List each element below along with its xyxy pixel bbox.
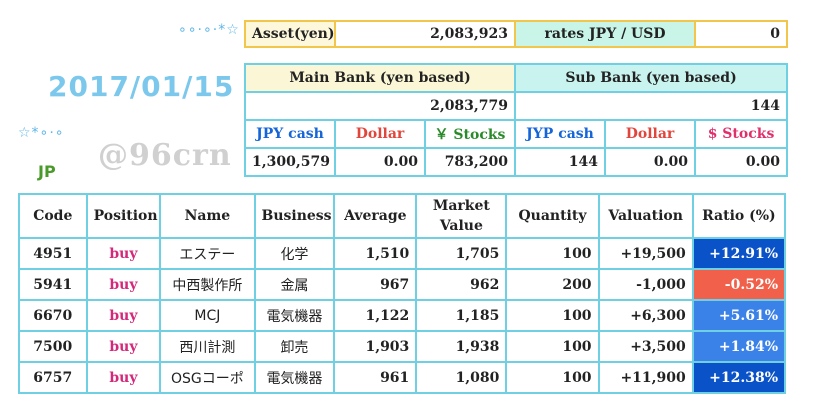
table-row: 5941 buy 中西製作所 金属 967 962 200 -1,000 -0.52% — [18, 268, 787, 301]
position-quantity: 100 — [505, 299, 600, 332]
position-side: buy — [85, 237, 162, 270]
position-business: 卸売 — [253, 330, 336, 363]
main-stocks-header: ￥ Stocks — [423, 119, 517, 149]
positions-table: Code Position Name Business Average Mark… — [18, 193, 787, 394]
header-average: Average — [333, 193, 418, 239]
position-market-value: 1,185 — [415, 299, 508, 332]
asset-value: 2,083,923 — [334, 20, 516, 48]
main-stocks-value: 783,200 — [423, 147, 517, 177]
position-average: 967 — [333, 268, 418, 301]
position-valuation: -1,000 — [597, 268, 694, 301]
position-code: 4951 — [18, 237, 88, 270]
position-valuation: +19,500 — [597, 237, 694, 270]
position-name: MCJ — [159, 299, 256, 332]
main-bank-total: 2,083,779 — [243, 91, 517, 121]
market-tag: JP — [38, 162, 56, 181]
position-quantity: 100 — [505, 330, 600, 363]
main-jpy-cash-header: JPY cash — [244, 119, 336, 149]
sparkle-decoration-top: ∘∘⋅∘⋅*☆ — [178, 22, 240, 38]
bank-summary: Main Bank (yen based) Sub Bank (yen base… — [243, 63, 789, 177]
position-name: OSGコーポ — [159, 361, 256, 394]
position-ratio: +12.38% — [691, 361, 787, 394]
position-market-value: 1,938 — [415, 330, 508, 363]
sub-bank-title: Sub Bank (yen based) — [514, 63, 789, 93]
position-average: 1,122 — [333, 299, 418, 332]
position-valuation: +6,300 — [597, 299, 694, 332]
rates-label: rates JPY / USD — [514, 20, 696, 48]
table-row: 4951 buy エステー 化学 1,510 1,705 100 +19,500 +12.91% — [18, 237, 787, 270]
position-market-value: 1,705 — [415, 237, 508, 270]
position-valuation: +11,900 — [597, 361, 694, 394]
asset-summary: Asset(yen) 2,083,923 rates JPY / USD 0 — [244, 20, 788, 48]
position-average: 1,510 — [333, 237, 418, 270]
position-business: 電気機器 — [253, 361, 336, 394]
position-side: buy — [85, 299, 162, 332]
position-business: 電気機器 — [253, 299, 336, 332]
sub-stocks-header: $ Stocks — [694, 119, 789, 149]
sparkle-decoration-left: ☆*∘⋅∘ — [18, 125, 65, 141]
position-quantity: 100 — [505, 237, 600, 270]
position-business: 金属 — [253, 268, 336, 301]
header-market-value: Market Value — [415, 193, 508, 239]
positions-header-row: Code Position Name Business Average Mark… — [18, 193, 787, 239]
header-quantity: Quantity — [505, 193, 600, 239]
main-jpy-cash-value: 1,300,579 — [244, 147, 336, 177]
position-ratio: +1.84% — [691, 330, 787, 363]
main-bank-title: Main Bank (yen based) — [243, 63, 517, 93]
position-valuation: +3,500 — [597, 330, 694, 363]
position-code: 7500 — [18, 330, 88, 363]
position-ratio: +12.91% — [691, 237, 787, 270]
position-quantity: 200 — [505, 268, 600, 301]
report-date: 2017/01/15 — [48, 70, 235, 103]
header-name: Name — [159, 193, 256, 239]
position-side: buy — [85, 330, 162, 363]
main-dollar-value: 0.00 — [334, 147, 426, 177]
watermark: @96crn — [98, 138, 232, 173]
rate-value: 0 — [694, 20, 788, 48]
position-quantity: 100 — [505, 361, 600, 394]
sub-dollar-header: Dollar — [604, 119, 697, 149]
position-ratio: +5.61% — [691, 299, 787, 332]
table-row: 7500 buy 西川計測 卸売 1,903 1,938 100 +3,500 +1.84% — [18, 330, 787, 363]
table-row: 6757 buy OSGコーポ 電気機器 961 1,080 100 +11,900 +12.3… — [18, 361, 787, 394]
position-name: 西川計測 — [159, 330, 256, 363]
position-market-value: 962 — [415, 268, 508, 301]
sub-dollar-value: 0.00 — [604, 147, 697, 177]
sub-jpy-cash-value: 144 — [514, 147, 607, 177]
header-valuation: Valuation — [597, 193, 694, 239]
position-code: 5941 — [18, 268, 88, 301]
asset-label: Asset(yen) — [244, 20, 336, 48]
position-average: 961 — [333, 361, 418, 394]
position-business: 化学 — [253, 237, 336, 270]
sub-jpy-cash-header: JYP cash — [514, 119, 607, 149]
position-name: 中西製作所 — [159, 268, 256, 301]
position-side: buy — [85, 361, 162, 394]
header-ratio: Ratio (%) — [691, 193, 787, 239]
position-market-value: 1,080 — [415, 361, 508, 394]
sub-bank-total: 144 — [514, 91, 789, 121]
table-row: 6670 buy MCJ 電気機器 1,122 1,185 100 +6,300 +5.61% — [18, 299, 787, 332]
header-business: Business — [253, 193, 336, 239]
main-dollar-header: Dollar — [334, 119, 426, 149]
sub-stocks-value: 0.00 — [694, 147, 789, 177]
position-side: buy — [85, 268, 162, 301]
header-code: Code — [18, 193, 88, 239]
position-ratio: -0.52% — [691, 268, 787, 301]
position-code: 6670 — [18, 299, 88, 332]
position-average: 1,903 — [333, 330, 418, 363]
position-code: 6757 — [18, 361, 88, 394]
header-position: Position — [85, 193, 162, 239]
position-name: エステー — [159, 237, 256, 270]
